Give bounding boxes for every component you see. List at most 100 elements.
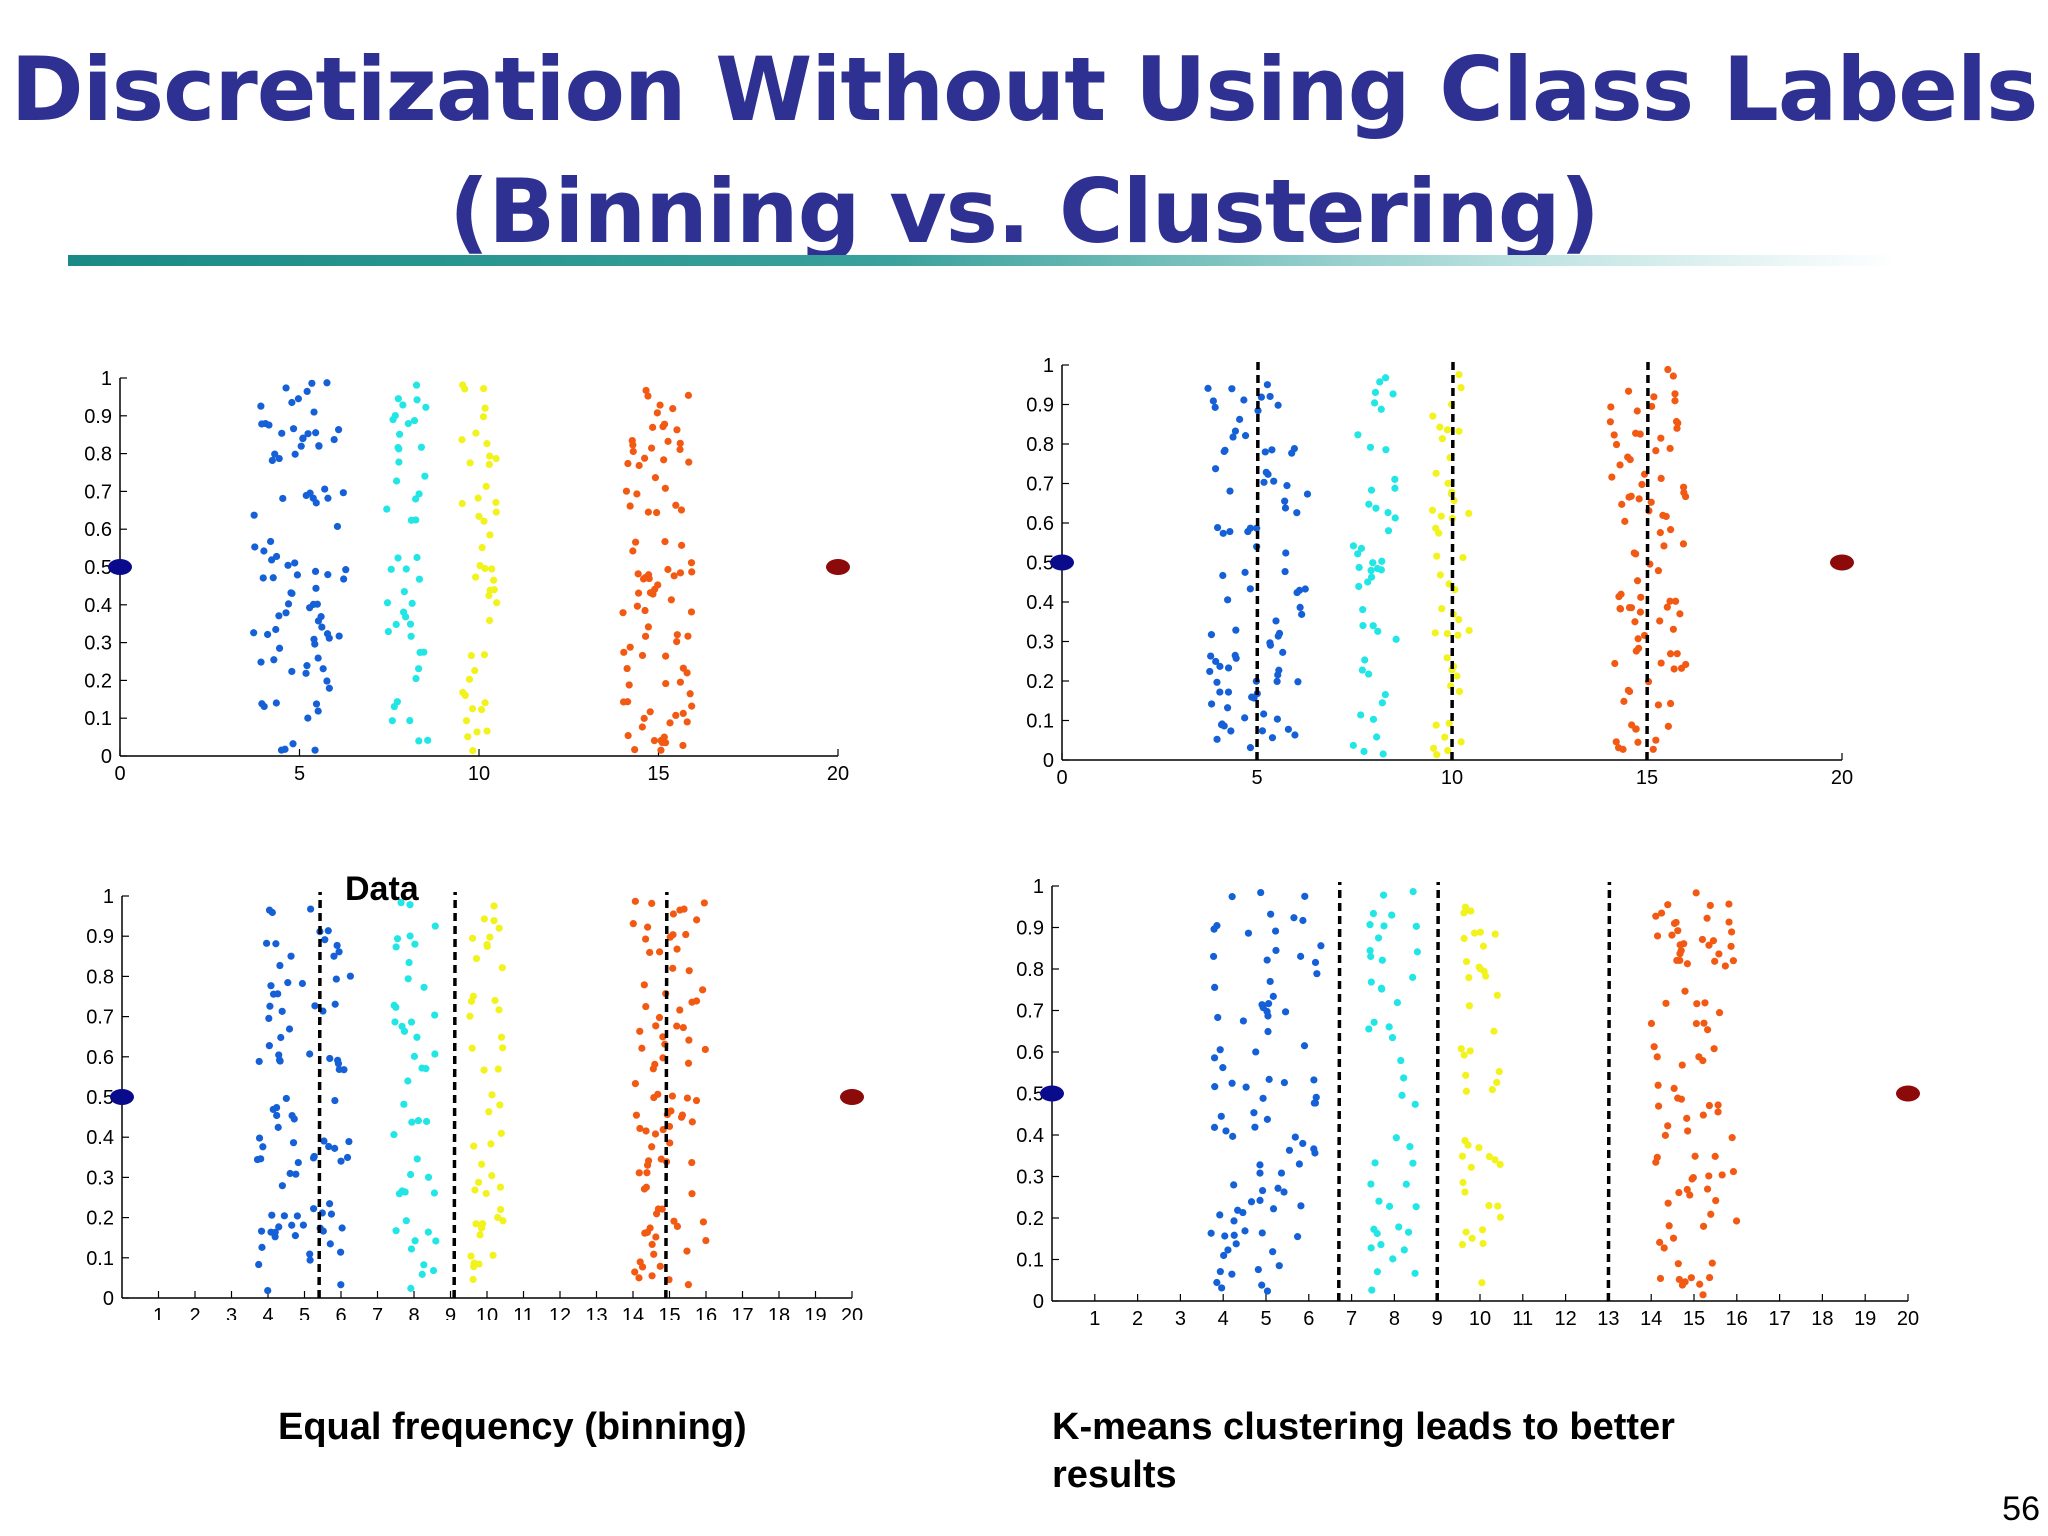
data-point-cluster-1 (285, 1025, 294, 1033)
x-tick-label: 17 (731, 1305, 753, 1320)
data-point-cluster-4 (1630, 549, 1638, 557)
data-point-cluster-4 (1671, 397, 1679, 405)
data-point-cluster-3 (1455, 687, 1464, 696)
slide-title-line-2: (Binning vs. Clustering) (449, 160, 1600, 263)
data-point-cluster-4 (640, 981, 648, 989)
data-point-cluster-3 (471, 1186, 479, 1194)
data-point-cluster-1 (335, 632, 343, 640)
data-point-cluster-2 (1400, 1246, 1408, 1254)
data-point-cluster-1 (1246, 585, 1254, 593)
data-point-cluster-2 (394, 554, 402, 562)
data-point-cluster-1 (287, 589, 295, 597)
data-point-cluster-4 (1620, 697, 1628, 705)
data-point-cluster-2 (1412, 1203, 1420, 1211)
data-point-cluster-1 (1247, 1198, 1256, 1206)
data-point-cluster-4 (684, 391, 693, 399)
data-point-cluster-4 (1653, 1053, 1661, 1061)
data-point-cluster-4 (1610, 431, 1618, 439)
data-point-cluster-1 (290, 1115, 298, 1123)
data-point-cluster-2 (416, 648, 424, 657)
data-point-cluster-1 (272, 552, 281, 561)
data-point-cluster-1 (1229, 433, 1237, 441)
plot-data: 00.10.20.30.40.50.60.70.80.910 5 10 15 20 (84, 368, 850, 785)
data-point-cluster-3 (1436, 571, 1444, 579)
data-point-cluster-2 (1359, 606, 1367, 614)
data-point-cluster-4 (648, 899, 656, 908)
data-point-cluster-1 (262, 939, 271, 947)
data-point-cluster-2 (1373, 1229, 1381, 1238)
data-point-cluster-4 (1675, 1188, 1683, 1197)
data-point-cluster-4 (688, 1118, 696, 1126)
data-point-cluster-3 (1494, 1202, 1502, 1210)
x-tick-label: 7 (372, 1305, 383, 1320)
y-tick-label: 0.4 (86, 1127, 114, 1149)
data-point-cluster-4 (1673, 956, 1681, 965)
data-point-cluster-2 (399, 608, 408, 616)
data-point-cluster-1 (1268, 446, 1276, 454)
data-point-cluster-1 (332, 975, 340, 983)
y-tick-label: 0.1 (86, 1248, 114, 1270)
data-point-cluster-3 (480, 915, 488, 923)
data-point-cluster-2 (1367, 1180, 1375, 1188)
data-point-cluster-3 (496, 1101, 504, 1109)
outlier-point (1830, 554, 1854, 571)
data-point-cluster-4 (1626, 456, 1634, 464)
data-point-cluster-1 (1277, 1169, 1286, 1177)
data-point-cluster-1 (325, 1200, 334, 1208)
data-point-cluster-1 (291, 450, 299, 458)
data-point-cluster-1 (302, 491, 310, 500)
data-point-cluster-2 (406, 716, 414, 725)
x-tick-label: 9 (445, 1305, 456, 1320)
data-point-cluster-4 (1616, 605, 1625, 613)
data-point-cluster-1 (1254, 1265, 1262, 1274)
data-point-cluster-3 (495, 924, 503, 932)
data-point-cluster-4 (636, 1258, 644, 1266)
data-point-cluster-1 (1239, 1017, 1247, 1025)
data-point-cluster-1 (294, 1158, 302, 1167)
data-point-cluster-2 (1358, 666, 1366, 674)
y-tick-label: 0.3 (1016, 1167, 1044, 1189)
data-point-cluster-1 (1219, 571, 1227, 580)
data-point-cluster-4 (1615, 593, 1623, 601)
data-point-cluster-3 (479, 413, 488, 421)
data-point-cluster-1 (1273, 677, 1281, 686)
data-point-cluster-1 (299, 434, 307, 442)
data-point-cluster-4 (1683, 960, 1691, 968)
data-point-cluster-2 (1369, 715, 1378, 723)
data-point-cluster-1 (324, 927, 332, 935)
x-tick-label: 7 (1346, 1308, 1357, 1325)
data-point-cluster-4 (1678, 1061, 1686, 1069)
data-point-cluster-3 (497, 1129, 505, 1137)
data-point-cluster-4 (1654, 567, 1663, 575)
data-point-cluster-1 (1301, 585, 1309, 593)
data-point-cluster-2 (1400, 1074, 1408, 1082)
y-tick-label: 0.2 (86, 1208, 114, 1230)
data-point-cluster-3 (1435, 529, 1443, 537)
data-point-cluster-4 (1706, 901, 1714, 910)
data-point-cluster-3 (467, 997, 476, 1005)
x-tick-label: 19 (1854, 1308, 1876, 1325)
data-point-cluster-1 (1216, 688, 1224, 696)
data-point-cluster-1 (271, 1233, 279, 1241)
x-tick-label: 6 (335, 1305, 346, 1320)
data-point-cluster-4 (673, 1022, 681, 1030)
data-point-cluster-4 (679, 1023, 687, 1032)
data-point-cluster-2 (1355, 582, 1363, 591)
data-point-cluster-4 (1665, 1222, 1673, 1230)
data-point-cluster-1 (273, 1103, 281, 1112)
data-point-cluster-1 (289, 425, 298, 433)
data-point-cluster-1 (1263, 956, 1271, 964)
data-point-cluster-4 (1611, 659, 1619, 668)
data-point-cluster-1 (1236, 415, 1244, 423)
data-point-cluster-1 (1240, 396, 1248, 404)
data-point-cluster-1 (1303, 490, 1312, 498)
data-point-cluster-1 (314, 654, 322, 662)
data-point-cluster-1 (315, 442, 323, 450)
data-point-cluster-4 (626, 643, 634, 651)
data-point-cluster-4 (645, 574, 653, 583)
data-point-cluster-2 (1384, 508, 1392, 517)
data-point-cluster-4 (641, 454, 649, 462)
data-point-cluster-1 (312, 429, 320, 437)
data-point-cluster-4 (676, 445, 684, 454)
data-point-cluster-1 (1264, 470, 1272, 478)
